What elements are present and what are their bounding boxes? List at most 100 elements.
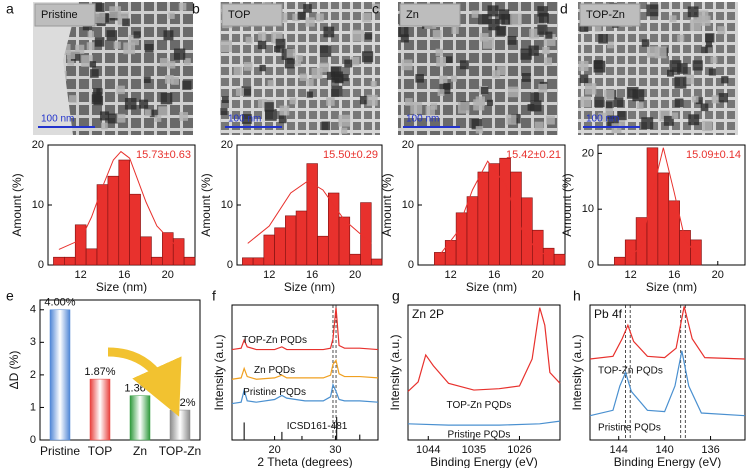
particle <box>66 50 76 60</box>
x-tick-label: Zn <box>133 444 147 458</box>
y-axis-label: Amount (%) <box>10 173 24 236</box>
chart-panel: 12 16 20 0 10 20 Size (nm) Amount (%) 15.50±0.29 <box>199 139 383 294</box>
x-tick-label: Pristine <box>40 444 80 458</box>
particle <box>275 38 286 49</box>
x-tick-label: 16 <box>306 269 318 281</box>
fit-label: 15.73±0.63 <box>136 149 191 161</box>
plot-frame <box>231 304 379 441</box>
particle <box>306 78 314 87</box>
y-tick-label: 0 <box>408 259 414 271</box>
particle <box>641 117 654 130</box>
micrograph: d TOP-Zn 100 nm <box>560 1 738 135</box>
particle <box>636 102 644 110</box>
particle <box>107 113 118 124</box>
particle <box>537 24 548 35</box>
particle <box>537 6 548 17</box>
histogram-bar <box>370 258 383 266</box>
x-tick-label: 144 <box>610 444 628 456</box>
particle <box>370 81 377 88</box>
x-axis-label: Size (nm) <box>284 280 335 294</box>
particle <box>289 97 297 105</box>
x-axis-label: Size (nm) <box>466 280 517 294</box>
fit-curve <box>58 150 180 250</box>
x-tick-label: 12 <box>445 269 457 281</box>
histogram-bar <box>306 163 318 266</box>
particle <box>124 97 137 110</box>
particle <box>149 109 158 118</box>
spectrum-line <box>407 307 561 392</box>
particle <box>241 114 252 124</box>
histogram-bar <box>532 229 544 266</box>
particle <box>311 67 323 79</box>
fit-label: 15.50±0.29 <box>323 149 378 161</box>
particle <box>303 4 312 13</box>
x-tick-label: TOP-Zn <box>159 444 201 458</box>
particle <box>539 13 549 23</box>
x-tick-label: 20 <box>162 269 174 281</box>
particle <box>705 33 715 43</box>
particle <box>687 6 699 18</box>
y-tick-label: 10 <box>32 199 44 211</box>
value-label: 4.00% <box>44 297 75 309</box>
particle <box>487 5 499 17</box>
image-label: Pristine <box>41 9 78 21</box>
particle <box>67 58 75 66</box>
histogram-bar <box>118 159 130 266</box>
particle <box>607 41 614 49</box>
particle <box>257 40 267 50</box>
y-tick-label: 20 <box>32 139 44 151</box>
y-tick-label: 20 <box>582 147 594 159</box>
particle <box>443 82 451 90</box>
particle <box>475 126 484 134</box>
histogram-bar <box>349 253 361 266</box>
particle <box>663 115 674 126</box>
particle <box>451 26 459 34</box>
particle <box>432 30 442 39</box>
particle <box>607 115 619 127</box>
particle <box>486 99 493 106</box>
particle <box>326 71 335 80</box>
particle <box>220 40 232 53</box>
particle <box>611 123 622 134</box>
particle <box>585 83 597 95</box>
particle <box>116 85 125 95</box>
particle <box>296 54 303 62</box>
plot-frame <box>39 299 201 441</box>
particle <box>284 58 295 69</box>
particle <box>144 109 152 117</box>
particle <box>109 6 122 19</box>
particle <box>292 13 300 22</box>
particle <box>168 12 175 19</box>
value-label: 1.87% <box>84 366 115 378</box>
particle <box>543 34 556 46</box>
particle <box>167 61 176 69</box>
particle <box>667 69 674 77</box>
scale-bar-label: 100 nm <box>586 114 619 125</box>
particle <box>641 39 650 47</box>
particle <box>459 60 469 70</box>
particle <box>220 108 228 116</box>
particle <box>530 92 539 101</box>
particle <box>93 88 101 96</box>
image-label: TOP-Zn <box>586 9 625 21</box>
bar <box>169 409 191 441</box>
particle <box>693 15 701 23</box>
x-axis-label: Size (nm) <box>96 280 147 294</box>
y-tick-label: 20 <box>221 139 233 151</box>
histogram-bar <box>510 171 522 266</box>
particle <box>267 80 274 87</box>
particle <box>614 116 626 128</box>
histogram-bar <box>657 172 670 266</box>
particle <box>605 101 613 109</box>
particle <box>594 96 605 108</box>
fit-curve <box>439 160 549 256</box>
y-tick-label: 3 <box>30 336 36 348</box>
particle <box>520 48 532 60</box>
particle <box>521 73 531 82</box>
particle <box>711 95 720 104</box>
y-tick-label: 10 <box>402 199 414 211</box>
x-axis-label: Binding Energy (eV) <box>430 455 537 468</box>
histogram-bar <box>242 257 254 266</box>
particle <box>81 55 93 67</box>
